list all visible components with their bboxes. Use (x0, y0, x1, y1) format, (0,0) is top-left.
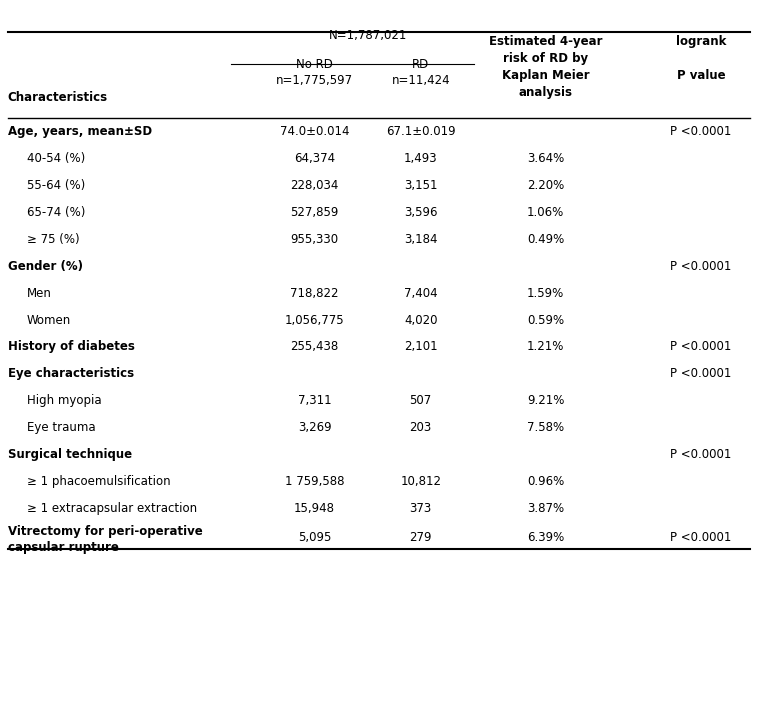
Text: Estimated 4-year
risk of RD by
Kaplan Meier
analysis: Estimated 4-year risk of RD by Kaplan Me… (489, 35, 603, 99)
Text: 203: 203 (409, 421, 432, 434)
Text: 3,184: 3,184 (404, 233, 437, 246)
Text: 67.1±0.019: 67.1±0.019 (386, 125, 456, 138)
Text: No RD: No RD (296, 58, 333, 71)
Text: 7,311: 7,311 (298, 394, 331, 407)
Text: 0.59%: 0.59% (528, 314, 564, 326)
Text: Women: Women (27, 314, 70, 326)
Text: n=11,424: n=11,424 (391, 74, 450, 87)
Text: 1,493: 1,493 (404, 152, 437, 165)
Text: 955,330: 955,330 (290, 233, 339, 246)
Text: 64,374: 64,374 (294, 152, 335, 165)
Text: 3.87%: 3.87% (528, 502, 564, 515)
Text: 5,095: 5,095 (298, 530, 331, 544)
Text: High myopia: High myopia (27, 394, 101, 407)
Text: logrank

P value: logrank P value (676, 35, 726, 82)
Text: ≥ 1 extracapsular extraction: ≥ 1 extracapsular extraction (27, 502, 196, 515)
Text: 55-64 (%): 55-64 (%) (27, 179, 85, 192)
Text: 1 759,588: 1 759,588 (285, 475, 344, 488)
Text: P <0.0001: P <0.0001 (671, 341, 731, 353)
Text: P <0.0001: P <0.0001 (671, 530, 731, 544)
Text: 2,101: 2,101 (404, 341, 437, 353)
Text: 1.06%: 1.06% (527, 206, 565, 219)
Text: 718,822: 718,822 (290, 287, 339, 299)
Text: 1,056,775: 1,056,775 (285, 314, 344, 326)
Text: 2.20%: 2.20% (527, 179, 565, 192)
Text: N=1,787,021: N=1,787,021 (328, 30, 407, 42)
Text: 279: 279 (409, 530, 432, 544)
Text: P <0.0001: P <0.0001 (671, 448, 731, 461)
Text: Eye trauma: Eye trauma (27, 421, 96, 434)
Text: n=1,775,597: n=1,775,597 (276, 74, 353, 87)
Text: P <0.0001: P <0.0001 (671, 260, 731, 273)
Text: Characteristics: Characteristics (8, 91, 108, 104)
Text: Men: Men (27, 287, 52, 299)
Text: 10,812: 10,812 (400, 475, 441, 488)
Text: Vitrectomy for peri-operative
capsular rupture: Vitrectomy for peri-operative capsular r… (8, 525, 202, 554)
Text: 40-54 (%): 40-54 (%) (27, 152, 85, 165)
Text: 1.59%: 1.59% (527, 287, 565, 299)
Text: 74.0±0.014: 74.0±0.014 (280, 125, 349, 138)
Text: ≥ 1 phacoemulsification: ≥ 1 phacoemulsification (27, 475, 170, 488)
Text: 1.21%: 1.21% (527, 341, 565, 353)
Text: 507: 507 (409, 394, 432, 407)
Text: Eye characteristics: Eye characteristics (8, 367, 133, 380)
Text: P <0.0001: P <0.0001 (671, 125, 731, 138)
Text: 9.21%: 9.21% (527, 394, 565, 407)
Text: 65-74 (%): 65-74 (%) (27, 206, 85, 219)
Text: 15,948: 15,948 (294, 502, 335, 515)
Text: History of diabetes: History of diabetes (8, 341, 134, 353)
Text: P <0.0001: P <0.0001 (671, 367, 731, 380)
Text: Age, years, mean±SD: Age, years, mean±SD (8, 125, 152, 138)
Text: 373: 373 (409, 502, 432, 515)
Text: Surgical technique: Surgical technique (8, 448, 132, 461)
Text: 7.58%: 7.58% (528, 421, 564, 434)
Text: RD: RD (412, 58, 429, 71)
Text: 3,151: 3,151 (404, 179, 437, 192)
Text: 3,596: 3,596 (404, 206, 437, 219)
Text: 7,404: 7,404 (404, 287, 437, 299)
Text: 6.39%: 6.39% (527, 530, 565, 544)
Text: 0.96%: 0.96% (527, 475, 565, 488)
Text: 3,269: 3,269 (298, 421, 331, 434)
Text: 0.49%: 0.49% (527, 233, 565, 246)
Text: ≥ 75 (%): ≥ 75 (%) (27, 233, 79, 246)
Text: Gender (%): Gender (%) (8, 260, 83, 273)
Text: 3.64%: 3.64% (527, 152, 565, 165)
Text: 228,034: 228,034 (290, 179, 339, 192)
Text: 255,438: 255,438 (290, 341, 339, 353)
Text: 527,859: 527,859 (290, 206, 339, 219)
Text: 4,020: 4,020 (404, 314, 437, 326)
